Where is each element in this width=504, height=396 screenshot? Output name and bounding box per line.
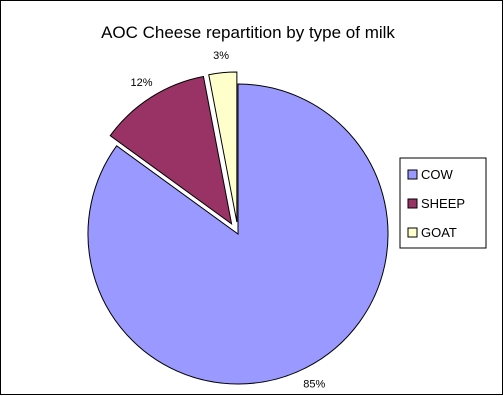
data-label-cow: 85% bbox=[303, 379, 325, 391]
pie-labels: 85% 12% 3% bbox=[131, 50, 326, 391]
legend-swatch-sheep bbox=[407, 198, 418, 209]
pie-slices bbox=[87, 71, 389, 385]
chart-title: AOC Cheese repartition by type of milk bbox=[101, 23, 395, 42]
legend-swatch-goat bbox=[407, 227, 418, 238]
legend-label-sheep: SHEEP bbox=[421, 196, 465, 211]
pie-slice-sheep bbox=[109, 75, 233, 226]
legend-label-cow: COW bbox=[421, 167, 454, 182]
legend-label-goat: GOAT bbox=[421, 225, 457, 240]
pie-slice-cow bbox=[87, 83, 389, 385]
pie-slice-goat bbox=[208, 71, 238, 223]
data-label-goat: 3% bbox=[213, 50, 229, 62]
legend-swatch-cow bbox=[407, 169, 418, 180]
chart-legend: COW SHEEP GOAT bbox=[399, 157, 487, 249]
data-label-sheep: 12% bbox=[131, 77, 153, 89]
